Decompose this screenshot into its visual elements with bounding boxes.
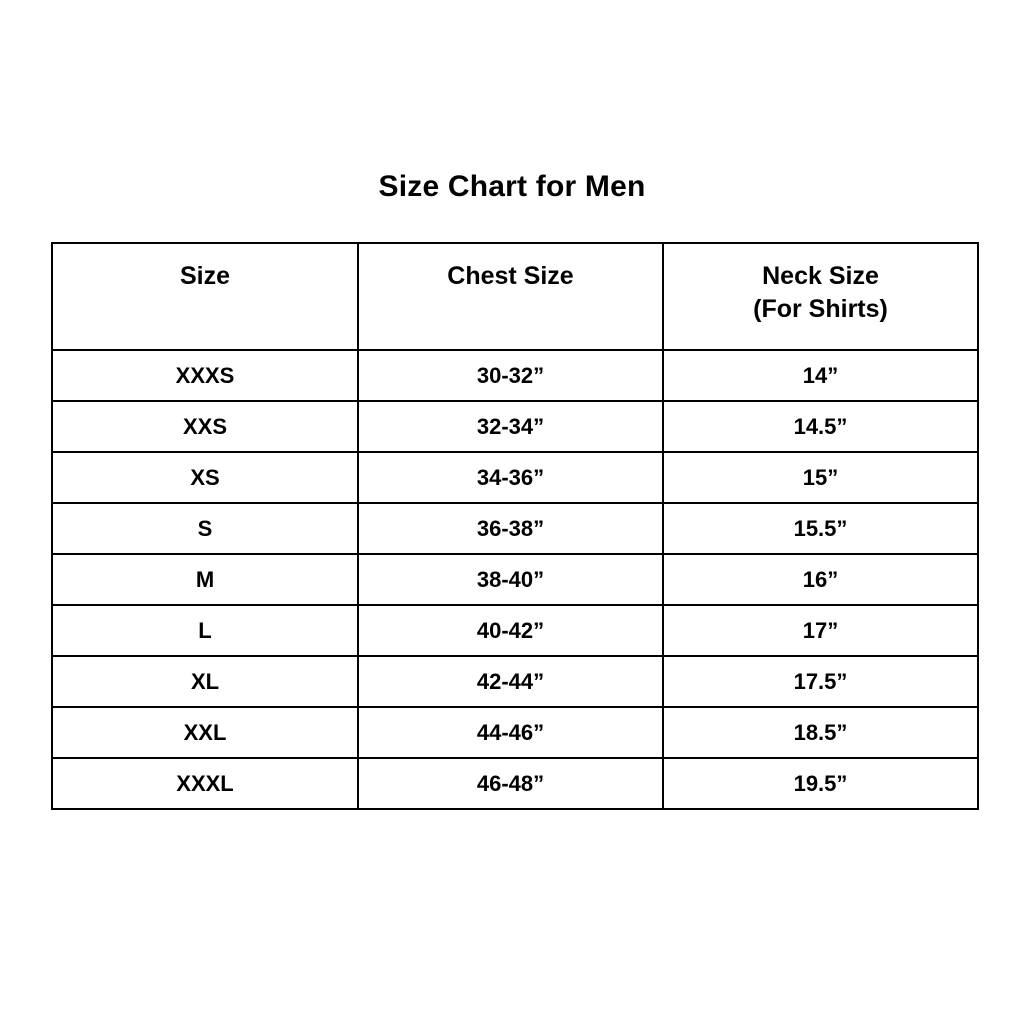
table-cell-neck-size: 16” (662, 553, 979, 606)
table-header-row: Size Chest Size Neck Size (For Shirts) (51, 242, 979, 351)
table-row: XXXL 46-48” 19.5” (51, 757, 979, 810)
table-cell-chest-size: 44-46” (357, 706, 664, 759)
table-cell-neck-size: 15” (662, 451, 979, 504)
table-cell-neck-size: 17” (662, 604, 979, 657)
table-row: M 38-40” 16” (51, 553, 979, 606)
table-cell-size: M (51, 553, 359, 606)
table-cell-size: S (51, 502, 359, 555)
table-cell-chest-size: 46-48” (357, 757, 664, 810)
column-header-neck-size: Neck Size (For Shirts) (662, 242, 979, 351)
table-cell-neck-size: 14.5” (662, 400, 979, 453)
table-cell-chest-size: 34-36” (357, 451, 664, 504)
size-chart-table: Size Chest Size Neck Size (For Shirts) X… (51, 242, 979, 810)
table-row: XS 34-36” 15” (51, 451, 979, 504)
table-cell-chest-size: 36-38” (357, 502, 664, 555)
table-body: XXXS 30-32” 14” XXS 32-34” 14.5” XS 34-36” 15” S 3… (51, 349, 979, 810)
table-row: S 36-38” 15.5” (51, 502, 979, 555)
table-cell-chest-size: 32-34” (357, 400, 664, 453)
table-cell-neck-size: 18.5” (662, 706, 979, 759)
table-cell-size: XXXS (51, 349, 359, 402)
table-cell-size: XXS (51, 400, 359, 453)
table-cell-neck-size: 17.5” (662, 655, 979, 708)
table-cell-size: L (51, 604, 359, 657)
table-cell-chest-size: 42-44” (357, 655, 664, 708)
table-cell-size: XXXL (51, 757, 359, 810)
table-cell-neck-size: 14” (662, 349, 979, 402)
table-row: XXS 32-34” 14.5” (51, 400, 979, 453)
table-cell-chest-size: 38-40” (357, 553, 664, 606)
table-cell-neck-size: 19.5” (662, 757, 979, 810)
table-cell-chest-size: 40-42” (357, 604, 664, 657)
table-row: L 40-42” 17” (51, 604, 979, 657)
table-row: XL 42-44” 17.5” (51, 655, 979, 708)
table-header: Size Chest Size Neck Size (For Shirts) (51, 242, 979, 351)
table-cell-size: XL (51, 655, 359, 708)
table-row: XXXS 30-32” 14” (51, 349, 979, 402)
table-cell-size: XXL (51, 706, 359, 759)
table-cell-neck-size: 15.5” (662, 502, 979, 555)
column-header-chest-size: Chest Size (357, 242, 664, 351)
column-header-neck-size-line2: (For Shirts) (753, 295, 888, 323)
table-cell-chest-size: 30-32” (357, 349, 664, 402)
page-title: Size Chart for Men (378, 170, 646, 203)
column-header-neck-size-line1: Neck Size (762, 262, 879, 290)
table-row: XXL 44-46” 18.5” (51, 706, 979, 759)
table-cell-size: XS (51, 451, 359, 504)
column-header-size: Size (51, 242, 359, 351)
